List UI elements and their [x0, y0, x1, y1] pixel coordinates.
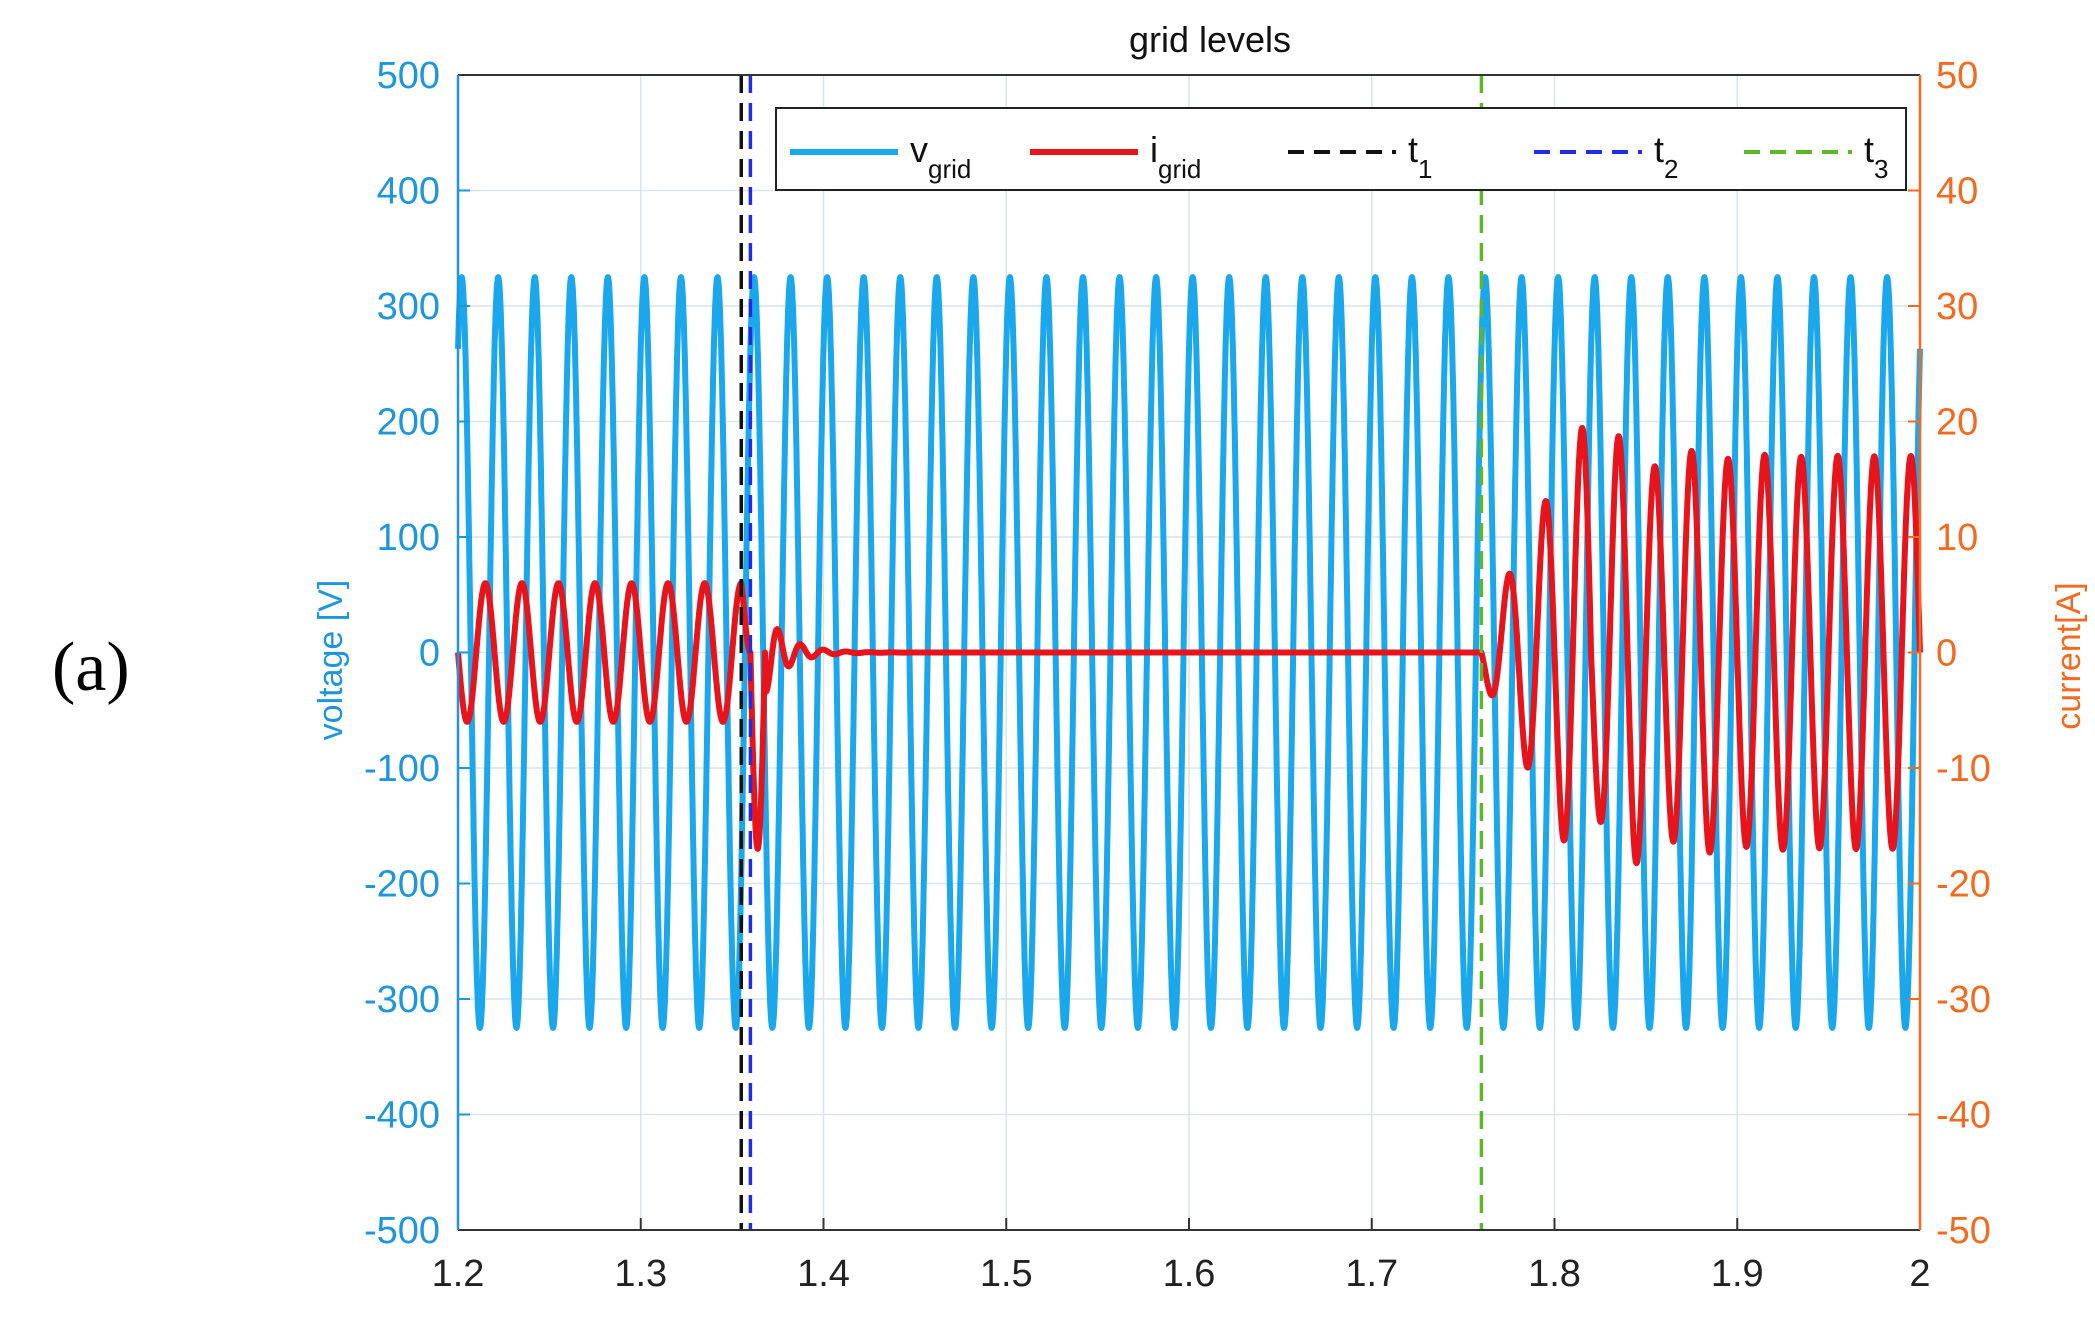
axes: 1.2 1.3 1.4 1.5 1.6 1.7 1.8 1.9 2500400300200100… [364, 55, 1991, 1295]
y-right-tick-label: 0 [1936, 633, 1957, 675]
y-right-tick-label: -10 [1936, 748, 1991, 790]
x-tick-label: 1.2 [432, 1253, 485, 1295]
legend-label-sub: 2 [1664, 154, 1678, 184]
y-left-tick-label: 0 [419, 633, 440, 675]
y-left-tick-label: 500 [377, 55, 440, 97]
y-right-tick-label: -40 [1936, 1095, 1991, 1137]
legend-label-sub: grid [928, 154, 971, 184]
y-left-tick-label: -400 [364, 1095, 440, 1137]
series-line-v-grid [455, 274, 1923, 1031]
x-tick-label: 1.4 [797, 1253, 850, 1295]
x-tick-label: 2 [1909, 1253, 1930, 1295]
plot-area [455, 274, 1923, 1031]
series-line-i-grid [455, 424, 1923, 867]
legend: vgrid igrid t1 t2 t3 [775, 107, 1907, 191]
x-tick-label: 1.9 [1711, 1253, 1764, 1295]
y-left-tick-label: -300 [364, 979, 440, 1021]
x-tick-label: 1.8 [1528, 1253, 1581, 1295]
y-right-tick-label: -30 [1936, 979, 1991, 1021]
x-tick-label: 1.5 [980, 1253, 1033, 1295]
y-left-tick-label: 200 [377, 402, 440, 444]
y-left-tick-label: -100 [364, 748, 440, 790]
x-tick-label: 1.7 [1345, 1253, 1398, 1295]
time-markers [739, 75, 1484, 1230]
y-left-tick-label: 300 [377, 286, 440, 328]
x-tick-label: 1.3 [614, 1253, 667, 1295]
legend-label-sub: 1 [1418, 154, 1432, 184]
y-right-tick-label: -50 [1936, 1210, 1991, 1252]
y-right-tick-label: 30 [1936, 286, 1978, 328]
y-right-tick-label: 20 [1936, 402, 1978, 444]
y-axis-right-label: current[A] [2050, 582, 2088, 729]
y-right-tick-label: 50 [1936, 55, 1978, 97]
y-right-tick-label: 10 [1936, 517, 1978, 559]
legend-label-sub: 3 [1874, 154, 1888, 184]
y-left-tick-label: -200 [364, 864, 440, 906]
y-left-tick-label: 100 [377, 517, 440, 559]
x-tick-label: 1.6 [1163, 1253, 1216, 1295]
y-left-tick-label: 400 [377, 171, 440, 213]
legend-box [775, 107, 1907, 191]
y-right-tick-label: 40 [1936, 171, 1978, 213]
y-left-tick-label: -500 [364, 1210, 440, 1252]
chart-title: grid levels [1129, 19, 1291, 60]
y-right-tick-label: -20 [1936, 864, 1991, 906]
panel-label: (a) [52, 629, 130, 706]
y-axis-left-label: voltage [V] [312, 580, 350, 741]
legend-label-sub: grid [1158, 154, 1201, 184]
